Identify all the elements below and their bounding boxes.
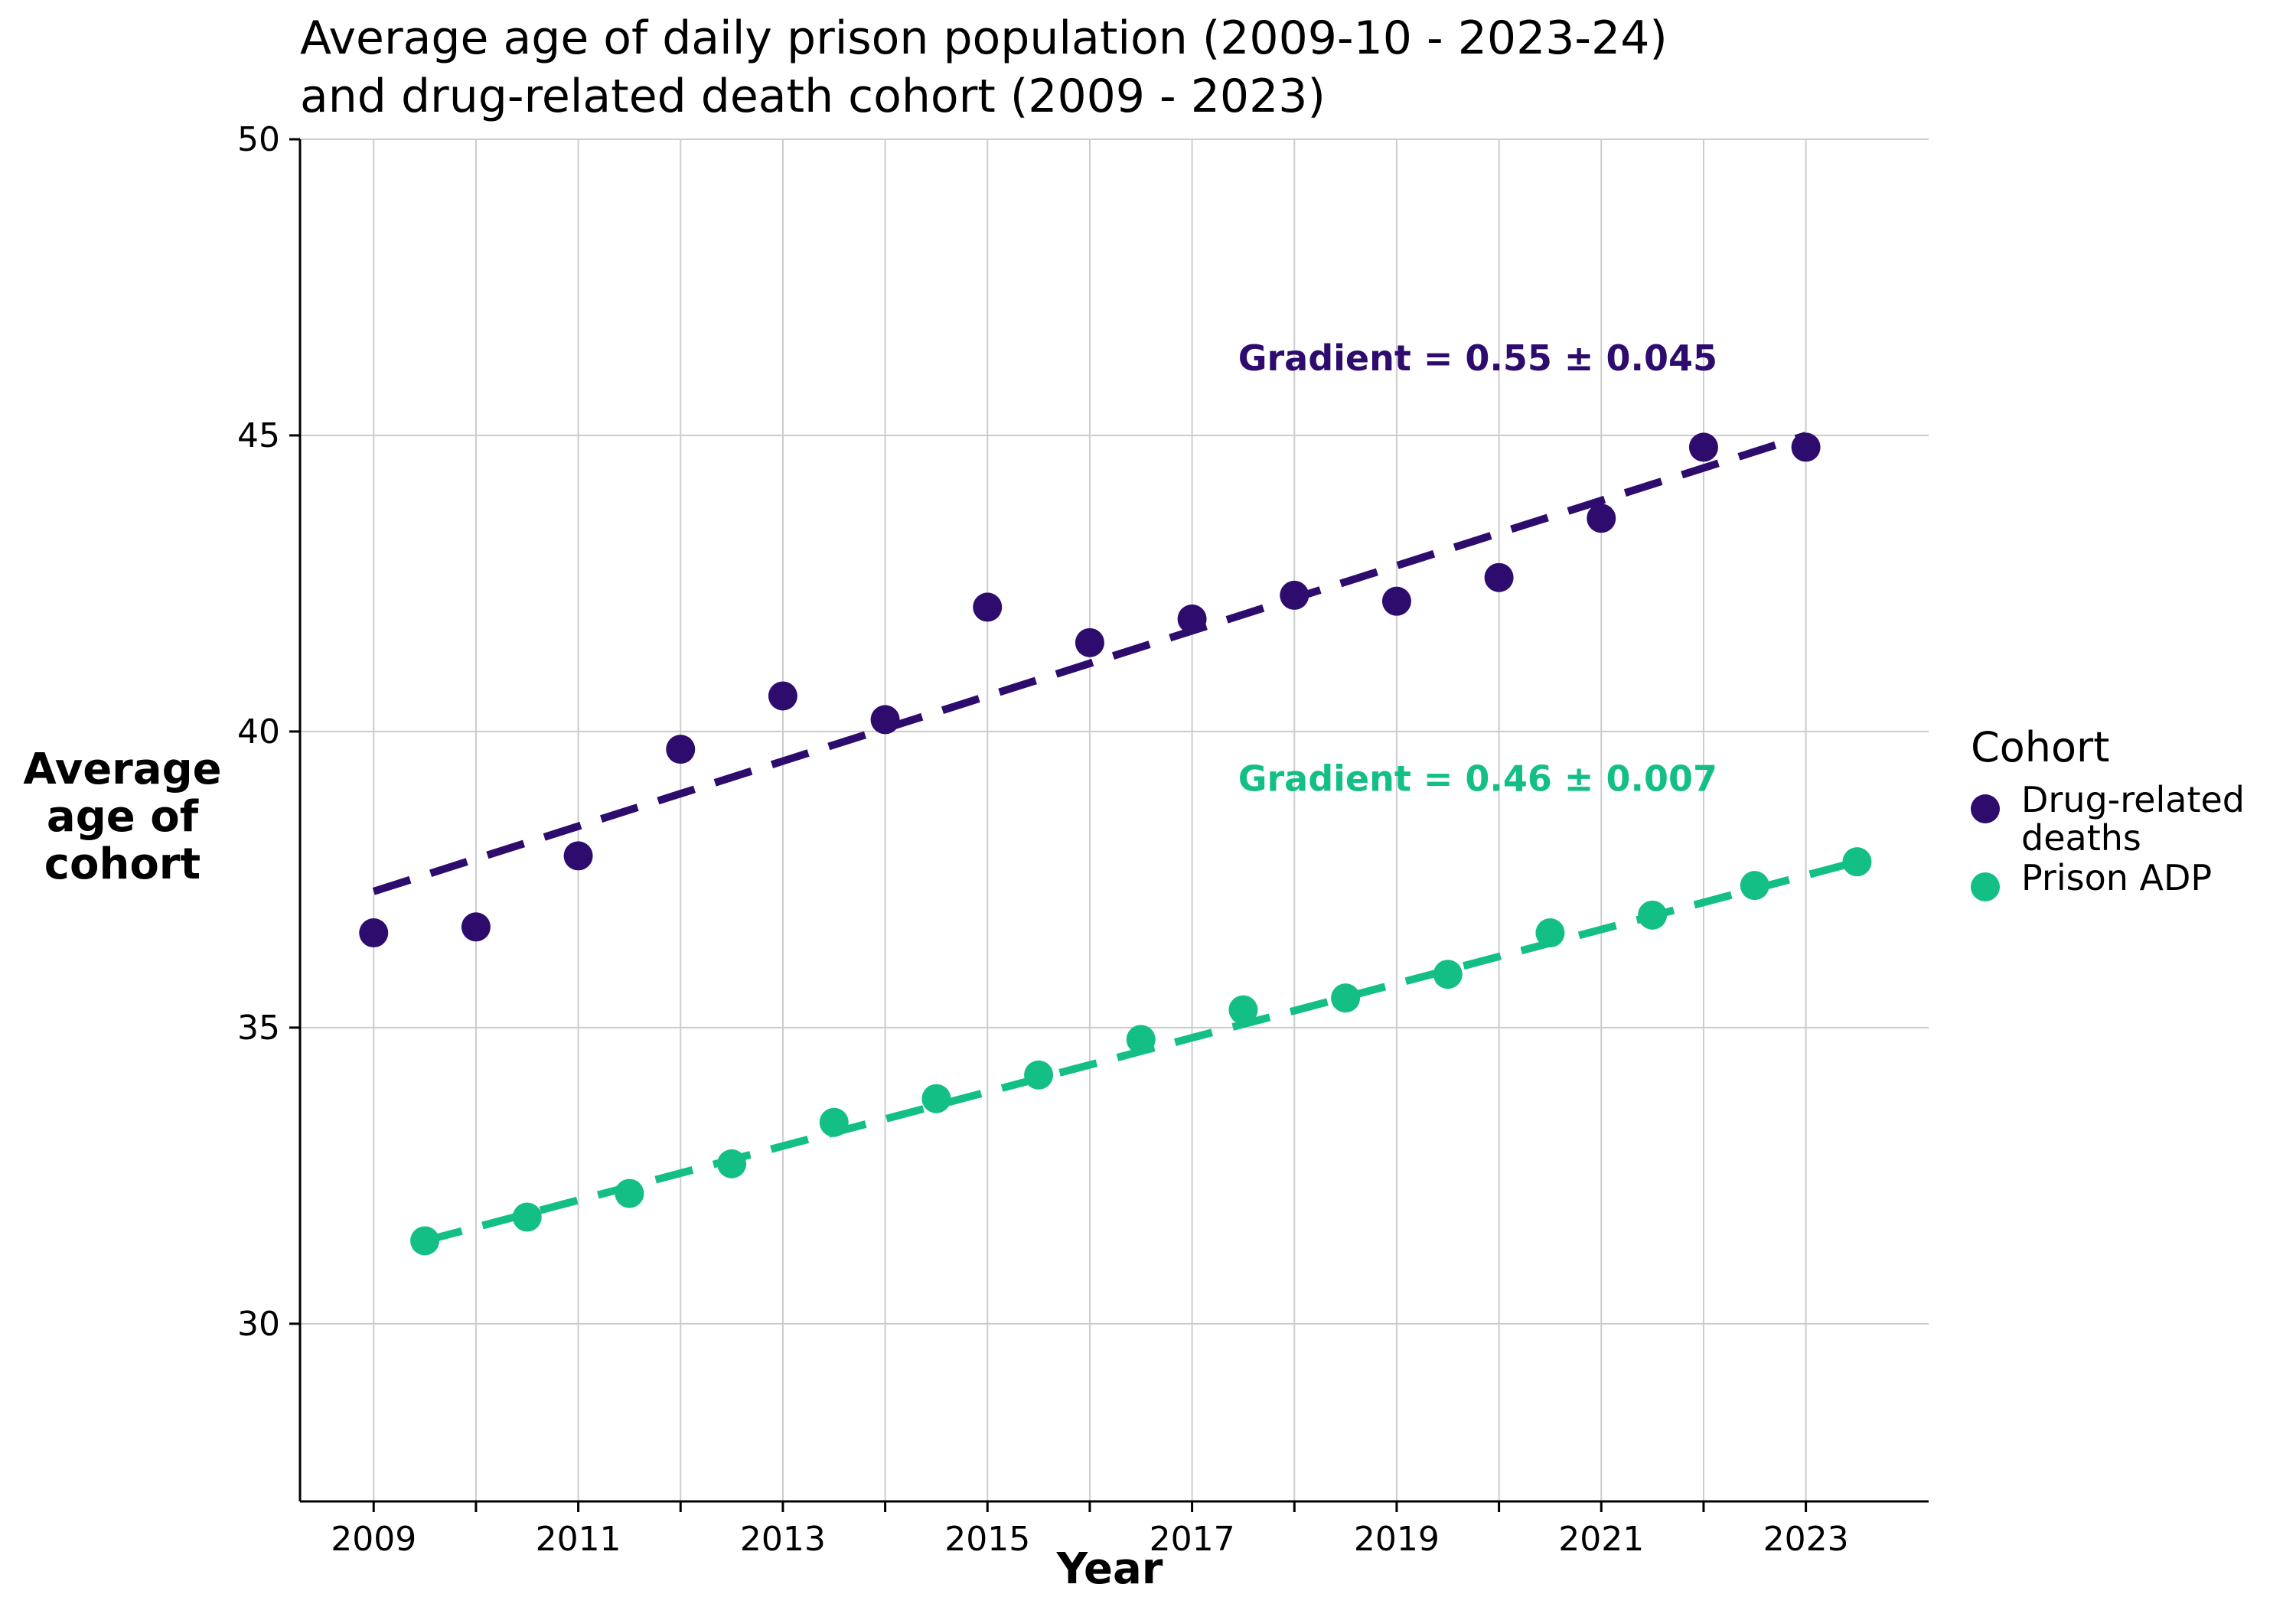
legend-label-drug-related-deaths: Drug-related deaths <box>2021 779 2245 859</box>
data-point-drug-related-deaths <box>768 681 797 711</box>
data-point-drug-related-deaths <box>1688 432 1718 462</box>
x-tick-label: 2009 <box>331 1520 416 1559</box>
data-point-prison-adp <box>1331 983 1361 1013</box>
data-point-drug-related-deaths <box>973 592 1003 622</box>
data-point-drug-related-deaths <box>359 918 389 948</box>
x-axis-label: Year <box>1056 1544 1163 1594</box>
data-point-prison-adp <box>819 1107 849 1137</box>
y-tick-label: 45 <box>237 416 280 455</box>
data-point-prison-adp <box>1842 847 1872 877</box>
data-point-drug-related-deaths <box>1381 586 1411 616</box>
trend-line-drug-related-deaths <box>372 432 1808 895</box>
y-tick-label: 40 <box>237 712 280 751</box>
data-point-prison-adp <box>1433 960 1463 989</box>
data-point-prison-adp <box>615 1178 644 1208</box>
data-point-drug-related-deaths <box>1484 562 1514 592</box>
y-axis-label-line-3: cohort <box>44 839 201 889</box>
legend-swatch-prison-adp <box>1971 872 2000 901</box>
y-tick-label: 50 <box>237 120 280 159</box>
data-point-prison-adp <box>1024 1060 1054 1090</box>
x-tick-label: 2017 <box>1150 1520 1235 1559</box>
data-point-prison-adp <box>921 1084 951 1113</box>
data-point-prison-adp <box>1740 871 1769 901</box>
chart-title-line-1: Average age of daily prison population (… <box>300 11 1668 65</box>
chart-title-line-2: and drug-related death cohort (2009 - 20… <box>300 70 1326 123</box>
data-point-drug-related-deaths <box>563 841 593 871</box>
x-tick-label: 2021 <box>1558 1520 1644 1559</box>
data-point-drug-related-deaths <box>1280 580 1309 610</box>
y-axis-label-line-2: age of <box>46 792 199 842</box>
legend-item-drug-related-deaths: Drug-related deaths <box>1971 781 2266 857</box>
data-point-drug-related-deaths <box>666 735 696 764</box>
chart-title: Average age of daily prison population (… <box>300 9 1668 125</box>
data-point-drug-related-deaths <box>1791 432 1821 462</box>
y-tick-label: 35 <box>237 1009 280 1048</box>
data-point-drug-related-deaths <box>1075 627 1104 657</box>
data-point-prison-adp <box>1638 900 1668 930</box>
data-point-prison-adp <box>1228 995 1258 1025</box>
legend: Cohort Drug-related deaths Prison ADP <box>1971 723 2266 903</box>
data-point-prison-adp <box>512 1202 542 1232</box>
y-tick-label: 30 <box>237 1305 280 1344</box>
data-point-drug-related-deaths <box>461 912 491 942</box>
data-point-prison-adp <box>1535 918 1565 948</box>
x-tick-label: 2013 <box>740 1520 826 1559</box>
gradient-annotation-drug-related-deaths: Gradient = 0.55 ± 0.045 <box>1238 337 1717 379</box>
axes <box>289 138 1929 1512</box>
gradient-annotation-prison-adp: Gradient = 0.46 ± 0.007 <box>1238 758 1717 799</box>
y-axis-label-line-1: Average <box>23 745 222 794</box>
data-point-prison-adp <box>717 1149 747 1178</box>
x-tick-label: 2011 <box>536 1520 621 1559</box>
x-tick-label: 2015 <box>944 1520 1030 1559</box>
legend-label-prison-adp: Prison ADP <box>2021 857 2213 898</box>
data-point-drug-related-deaths <box>870 705 900 735</box>
y-axis-label: Average age of cohort <box>0 746 245 888</box>
data-point-prison-adp <box>410 1226 440 1256</box>
data-point-drug-related-deaths <box>1587 504 1616 533</box>
data-points <box>359 432 1872 1256</box>
grid-lines <box>300 139 1929 1501</box>
trend-lines <box>372 432 1858 1245</box>
tick-labels: 2009 2011 2013 2015 2017 2019 2021 2023 30 35 40 45… <box>237 120 1849 1559</box>
data-point-drug-related-deaths <box>1177 604 1207 634</box>
legend-title: Cohort <box>1971 723 2110 771</box>
legend-swatch-drug-related-deaths <box>1971 794 2000 823</box>
x-tick-label: 2019 <box>1354 1520 1440 1559</box>
x-tick-label: 2023 <box>1763 1520 1849 1559</box>
annotations: Gradient = 0.55 ± 0.045 Gradient = 0.46 ±… <box>1238 337 1717 799</box>
data-point-prison-adp <box>1126 1025 1156 1054</box>
legend-item-prison-adp: Prison ADP <box>1971 859 2266 901</box>
